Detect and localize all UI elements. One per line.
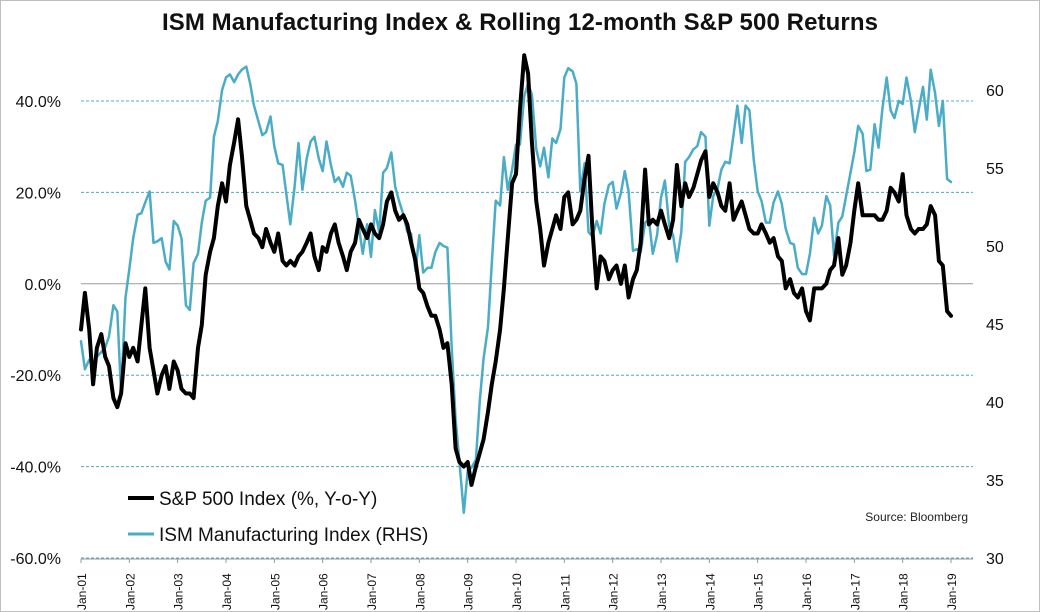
- x-tick-label: Jan-01: [75, 573, 89, 610]
- left-tick-label: -20.0%: [10, 368, 61, 385]
- right-tick-label: 50: [986, 239, 1004, 256]
- left-tick-label: -60.0%: [10, 551, 61, 568]
- legend-label: ISM Manufacturing Index (RHS): [159, 525, 428, 546]
- right-tick-label: 60: [986, 83, 1004, 100]
- x-tick-label: Jan-10: [510, 573, 524, 610]
- x-tick-label: Jan-17: [848, 573, 862, 610]
- source-note: Source: Bloomberg: [865, 510, 968, 524]
- right-axis: 60 55 50 45 40 35 30: [986, 83, 1004, 568]
- x-tick-label: Jan-12: [607, 573, 621, 610]
- x-tick-label: Jan-18: [897, 573, 911, 610]
- x-tick-label: Jan-05: [268, 573, 282, 610]
- x-tick-label: Jan-03: [172, 573, 186, 610]
- right-tick-label: 35: [986, 473, 1004, 490]
- left-tick-label: -40.0%: [10, 460, 61, 477]
- legend: S&P 500 Index (%, Y-o-Y) ISM Manufacturin…: [128, 489, 428, 546]
- x-tick-label: Jan-14: [703, 573, 717, 610]
- x-tick-label: Jan-09: [462, 573, 476, 610]
- left-axis: 40.0% 20.0% 0.0% -20.0% -40.0% -60.0%: [10, 94, 61, 568]
- legend-item-ism: ISM Manufacturing Index (RHS): [128, 525, 428, 546]
- series-layer: [79, 53, 953, 515]
- sp500-series-line: [79, 53, 953, 487]
- legend-label: S&P 500 Index (%, Y-o-Y): [159, 489, 377, 510]
- right-tick-label: 40: [986, 395, 1004, 412]
- right-tick-label: 55: [986, 161, 1004, 178]
- x-tick-label: Jan-11: [558, 574, 572, 610]
- left-tick-label: 0.0%: [25, 277, 61, 294]
- x-tick-label: Jan-04: [220, 573, 234, 610]
- right-tick-label: 45: [986, 317, 1004, 334]
- x-tick-label: Jan-16: [800, 573, 814, 610]
- x-tick-label: Jan-08: [413, 573, 427, 610]
- x-tick-label: Jan-06: [317, 573, 331, 610]
- legend-item-sp500: S&P 500 Index (%, Y-o-Y): [128, 489, 377, 510]
- x-tick-label: Jan-13: [655, 573, 669, 610]
- x-axis: Jan-01 Jan-02 Jan-03 Jan-04 Jan-05 Jan-06 Jan-…: [75, 558, 973, 610]
- x-tick-label: Jan-07: [365, 573, 379, 610]
- left-tick-label: 20.0%: [16, 185, 61, 202]
- right-tick-label: 30: [986, 551, 1004, 568]
- x-tick-label: Jan-19: [945, 573, 959, 610]
- left-tick-label: 40.0%: [16, 94, 61, 111]
- x-tick-label: Jan-02: [123, 573, 137, 610]
- chart-title: ISM Manufacturing Index & Rolling 12-mon…: [161, 9, 879, 36]
- x-tick-label: Jan-15: [752, 573, 766, 610]
